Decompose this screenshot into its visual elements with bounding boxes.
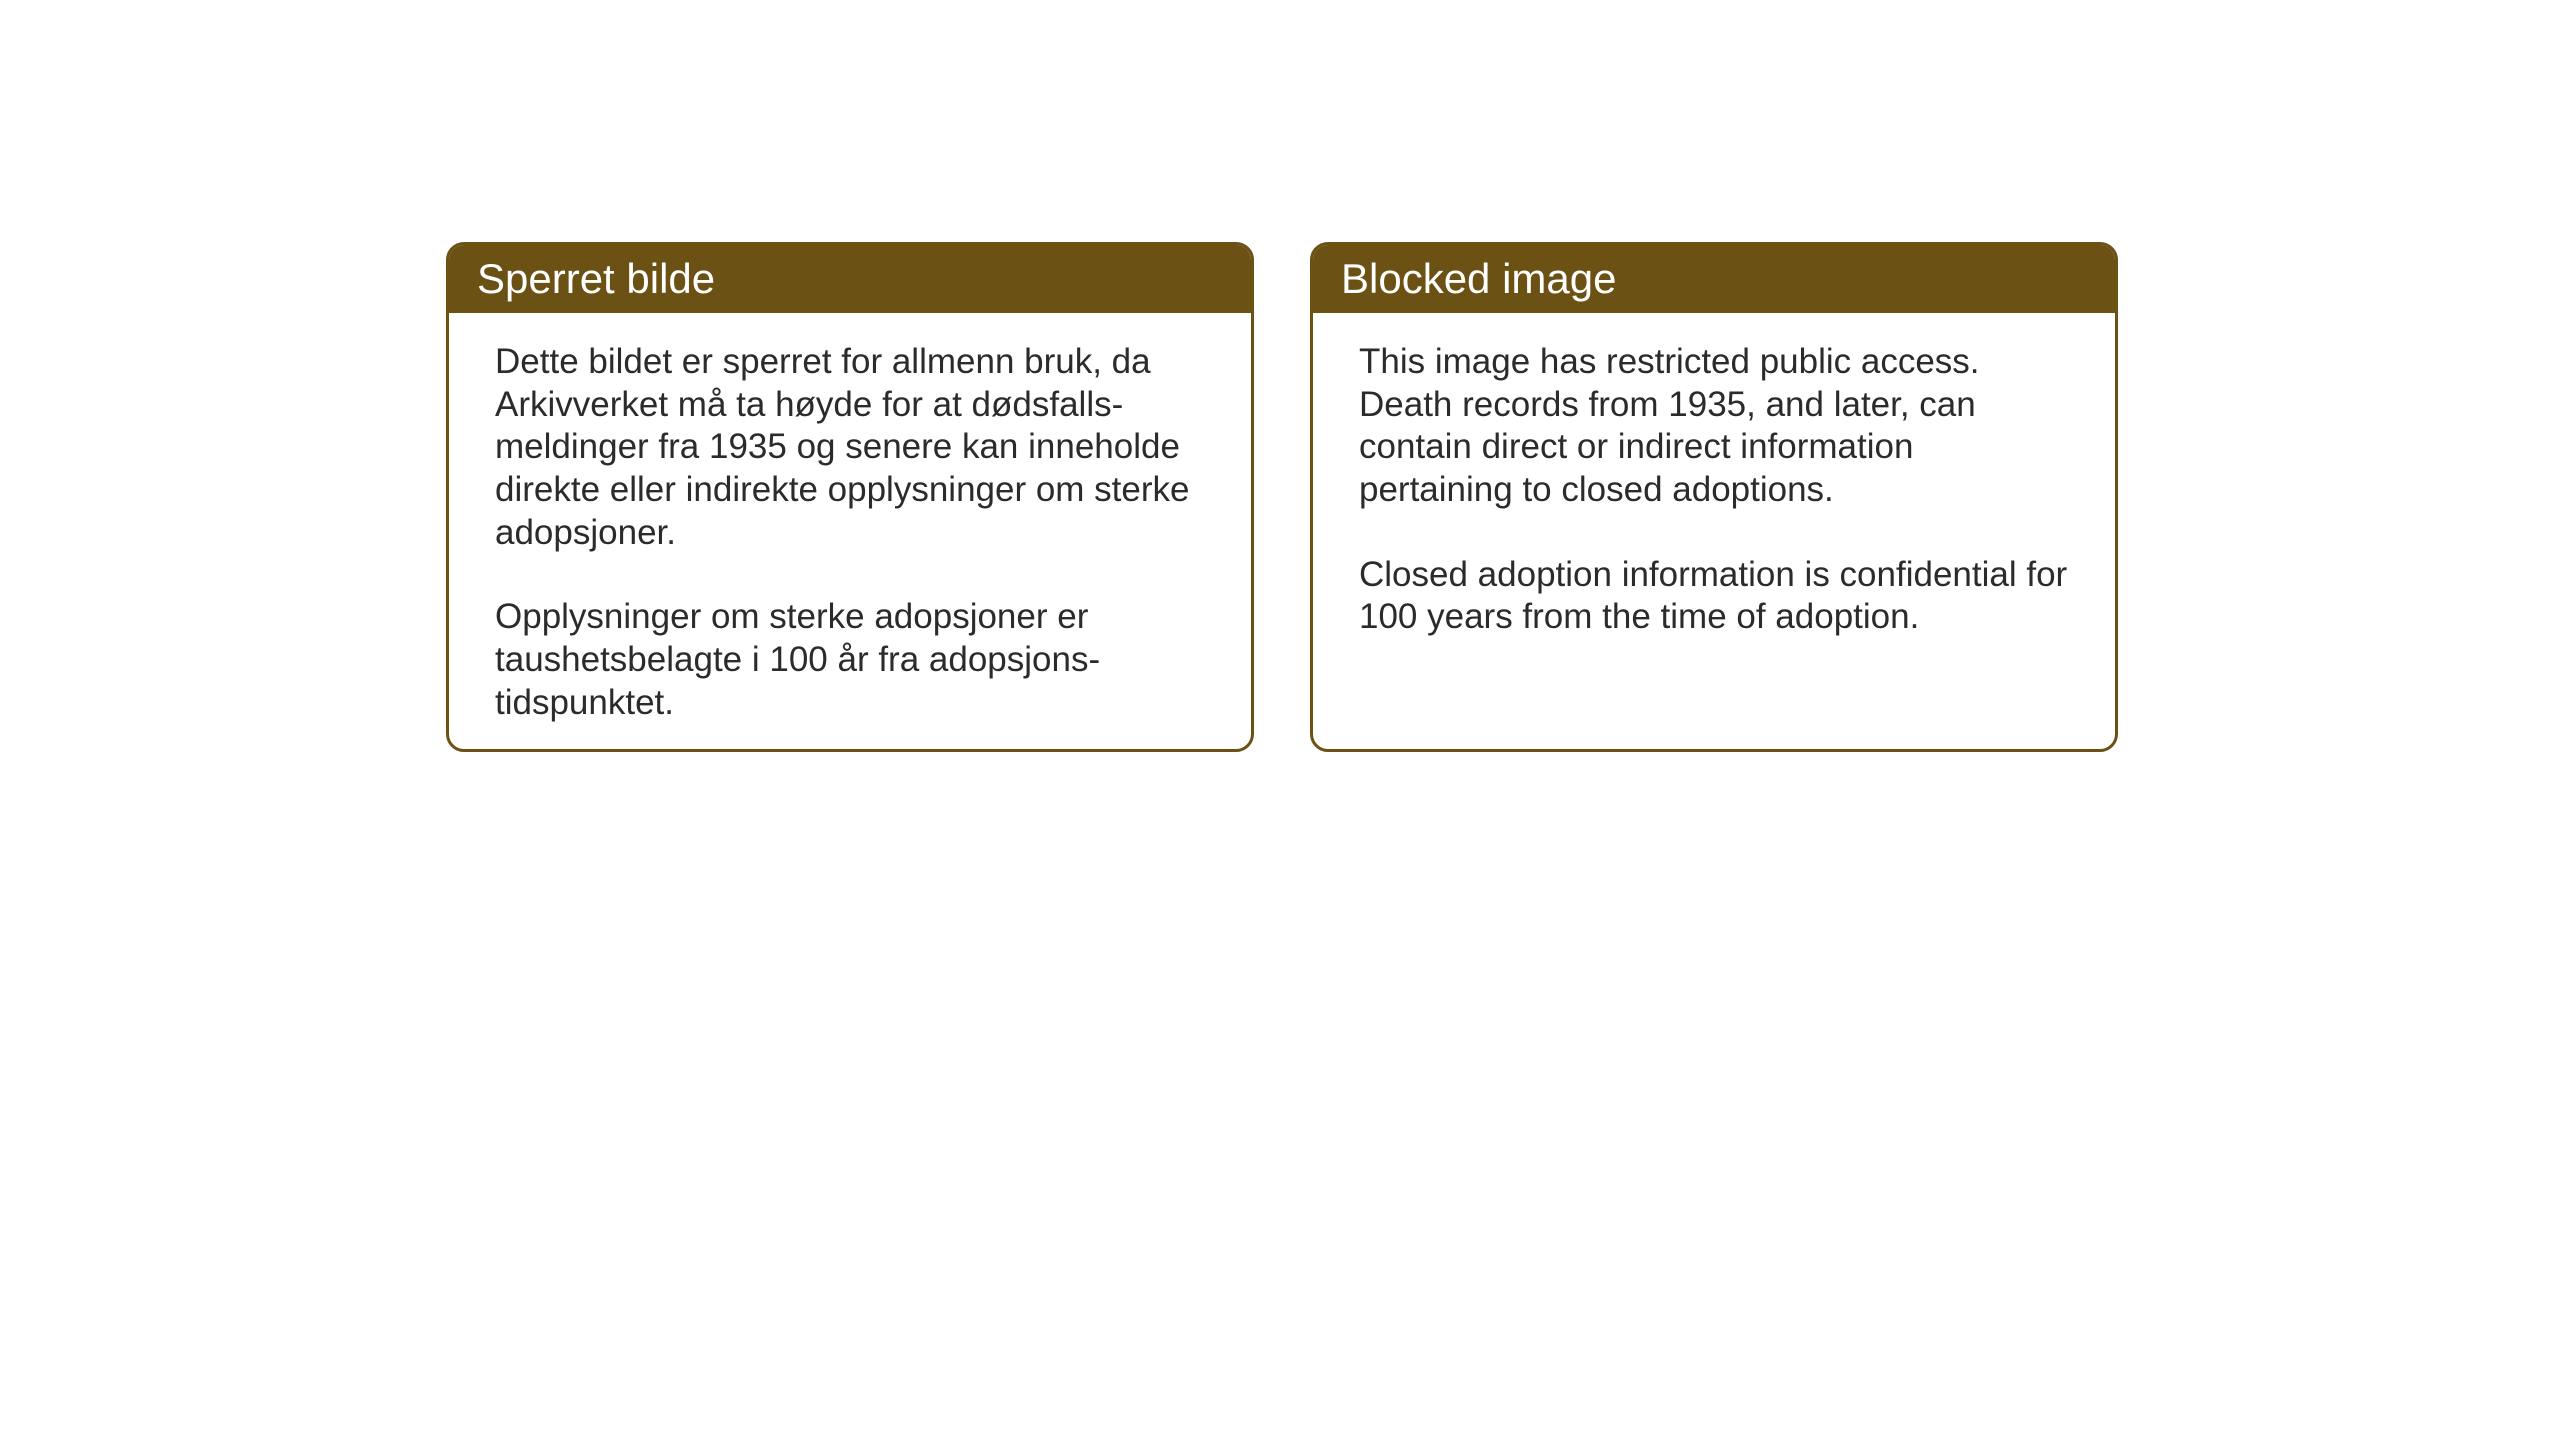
notice-paragraph-2-norwegian: Opplysninger om sterke adopsjoner er tau… <box>495 596 1205 724</box>
notice-paragraph-2-english: Closed adoption information is confident… <box>1359 554 2069 639</box>
notice-card-english: Blocked image This image has restricted … <box>1310 242 2118 752</box>
notice-body-english: This image has restricted public access.… <box>1313 313 2115 667</box>
notice-paragraph-1-english: This image has restricted public access.… <box>1359 341 2069 512</box>
notice-card-norwegian: Sperret bilde Dette bildet er sperret fo… <box>446 242 1254 752</box>
notice-cards-container: Sperret bilde Dette bildet er sperret fo… <box>446 242 2118 752</box>
notice-header-english: Blocked image <box>1313 245 2115 313</box>
notice-header-norwegian: Sperret bilde <box>449 245 1251 313</box>
notice-paragraph-1-norwegian: Dette bildet er sperret for allmenn bruk… <box>495 341 1205 554</box>
notice-body-norwegian: Dette bildet er sperret for allmenn bruk… <box>449 313 1251 752</box>
